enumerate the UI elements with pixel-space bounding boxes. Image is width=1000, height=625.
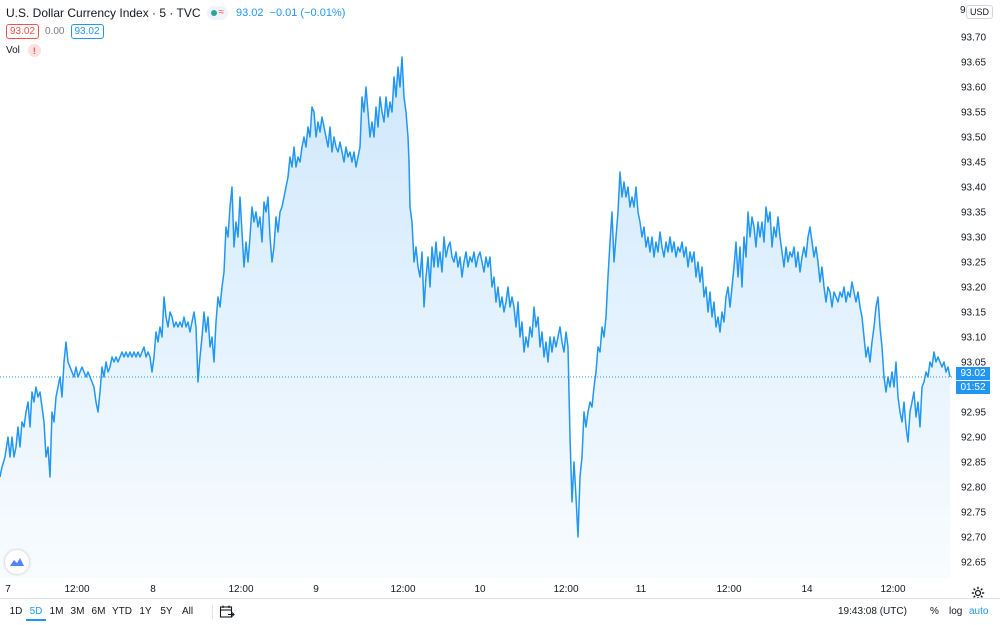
bottom-toolbar: 1D 5D 1M 3M 6M YTD 1Y 5Y All 19:43:08 (U…: [0, 598, 1000, 625]
range-5y[interactable]: 5Y: [160, 606, 173, 617]
last-price: 93.02: [236, 7, 264, 19]
price-tick-label: 93.20: [961, 283, 986, 294]
price-tick-label: 92.90: [961, 433, 986, 444]
price-tick-label: 93.55: [961, 108, 986, 119]
price-tick-label: 93.10: [961, 333, 986, 344]
log-scale-button[interactable]: log: [949, 606, 963, 617]
time-tick-label: 8: [150, 584, 156, 595]
range-3m[interactable]: 3M: [70, 606, 85, 617]
market-open-icon: [210, 10, 217, 16]
range-5d[interactable]: 5D: [26, 606, 46, 621]
time-axis[interactable]: 7 12:00 8 12:00 9 12:00 10 12:00 11 12:00 14 12:00: [5, 584, 906, 595]
current-price-tag: 93.02: [956, 367, 990, 380]
price-tick-label: 93.50: [961, 133, 986, 144]
price-tick-label: 93.45: [961, 158, 986, 169]
warning-icon[interactable]: !: [27, 44, 41, 57]
range-ytd[interactable]: YTD: [112, 606, 132, 617]
time-tick-label: 12:00: [228, 584, 253, 595]
time-tick-label: 7: [5, 584, 11, 595]
price-line: [0, 56, 951, 538]
range-1m[interactable]: 1M: [49, 606, 64, 617]
price-tick-label: 92.85: [961, 458, 986, 469]
time-tick-label: 12:00: [553, 584, 578, 595]
time-tick-label: 12:00: [880, 584, 905, 595]
auto-scale-button[interactable]: auto: [969, 606, 989, 617]
time-tick-label: 12:00: [64, 584, 89, 595]
price-change: −0.01 (−0.01%): [269, 7, 346, 19]
time-tick-label: 10: [474, 584, 486, 595]
spread-value: 0.00: [45, 26, 65, 37]
range-6m[interactable]: 6M: [91, 606, 106, 617]
price-tick-label: 93.05: [961, 358, 986, 369]
time-tick-label: 12:00: [716, 584, 741, 595]
buy-price-button[interactable]: 93.02: [70, 24, 104, 39]
range-1y[interactable]: 1Y: [139, 606, 152, 617]
date-range-selector: 1D 5D 1M 3M 6M YTD 1Y 5Y All: [6, 606, 198, 621]
go-to-date-icon[interactable]: [219, 605, 235, 619]
utc-clock[interactable]: 19:43:08 (UTC): [838, 606, 907, 617]
price-tick-label: 92.80: [961, 483, 986, 494]
price-tick-label: 93.60: [961, 83, 986, 94]
price-tick-label: 92.65: [961, 558, 986, 569]
time-tick-label: 14: [801, 584, 813, 595]
price-tick-label: 93.15: [961, 308, 986, 319]
volume-label[interactable]: Vol: [6, 45, 20, 56]
symbol-header: U.S. Dollar Currency Index · 5 · TVC ≈ 9…: [6, 5, 345, 21]
symbol-title[interactable]: U.S. Dollar Currency Index · 5 · TVC: [6, 6, 201, 20]
price-area-fill: [0, 57, 950, 578]
tradingview-logo-button[interactable]: [5, 550, 29, 574]
price-scale-edge-digit: 9: [960, 5, 966, 16]
price-tick-label: 93.30: [961, 233, 986, 244]
delayed-data-icon: ≈: [218, 7, 225, 18]
price-tick-label: 92.75: [961, 508, 986, 519]
range-1d[interactable]: 1D: [9, 606, 23, 617]
sell-price-button[interactable]: 93.02: [6, 24, 40, 39]
volume-legend: Vol !: [6, 44, 41, 57]
price-tick-label: 93.35: [961, 208, 986, 219]
time-tick-label: 9: [313, 584, 319, 595]
price-tick-label: 92.95: [961, 408, 986, 419]
market-status-pill[interactable]: ≈: [206, 6, 229, 20]
price-tick-label: 93.40: [961, 183, 986, 194]
toolbar-divider: [212, 605, 213, 619]
price-tick-label: 93.65: [961, 58, 986, 69]
bid-ask-row: 93.02 0.00 93.02: [6, 24, 104, 39]
price-axis[interactable]: 93.70 93.65 93.60 93.55 93.50 93.45 93.40 93.35…: [961, 33, 986, 569]
price-tick-label: 93.25: [961, 258, 986, 269]
price-chart[interactable]: 93.70 93.65 93.60 93.55 93.50 93.45 93.40 93.35…: [0, 0, 1000, 598]
cloud-logo-icon: [10, 558, 24, 566]
percent-scale-button[interactable]: %: [930, 606, 939, 617]
time-tick-label: 12:00: [390, 584, 415, 595]
price-tick-label: 92.70: [961, 533, 986, 544]
range-all[interactable]: All: [181, 606, 194, 617]
time-tick-label: 11: [636, 584, 647, 595]
currency-badge[interactable]: USD: [966, 5, 994, 19]
bar-countdown-tag: 01:52: [956, 381, 990, 394]
price-tick-label: 93.70: [961, 33, 986, 44]
